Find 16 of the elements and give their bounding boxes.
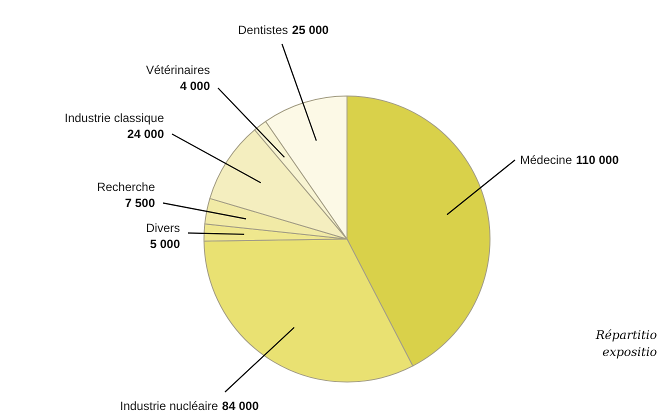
slice-label: Dentistes — [238, 23, 288, 37]
data-label: 25 000 — [292, 23, 330, 37]
data-label: 4 000 — [180, 79, 210, 93]
slice-label: Vétérinaires — [146, 63, 210, 77]
text: expositio — [602, 345, 657, 359]
data-label: 84 000 — [222, 399, 260, 413]
slice-label: Industrie classique — [64, 111, 164, 125]
data-label: 24 000 — [127, 127, 164, 141]
slice-label: Industrie nucléaire — [120, 399, 218, 413]
slice-label: Divers — [146, 221, 180, 235]
slice-label: Recherche — [96, 180, 156, 194]
slice-label: Médecine — [520, 153, 572, 167]
text: Répartitio — [594, 328, 657, 342]
data-label: 110 000 — [576, 153, 620, 167]
data-label: 7 500 — [124, 196, 156, 210]
data-label: 5 000 — [150, 237, 180, 251]
